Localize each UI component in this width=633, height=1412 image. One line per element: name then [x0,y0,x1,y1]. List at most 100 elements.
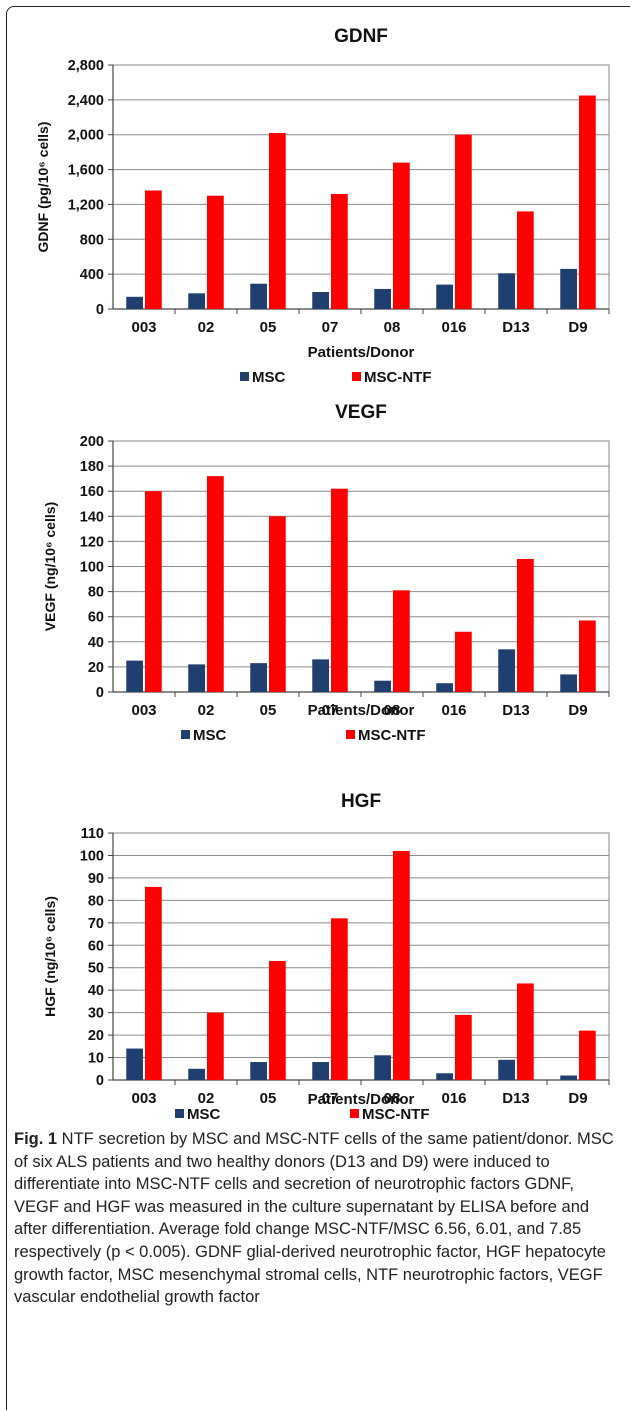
chart-1-bar-msc-ntf [145,190,162,309]
chart-2-bar-msc-ntf [145,491,162,692]
chart-1-x-tick-label: D9 [568,319,587,336]
chart-2-x-tick-label: 02 [198,702,215,719]
chart-2-x-tick-label: D9 [568,702,587,719]
chart-3-y-tick-label: 0 [96,1073,104,1089]
chart-3-x-axis-label: Patients/Donor [308,1091,415,1108]
chart-2-y-tick-label: 160 [80,484,104,500]
chart-1-y-tick-label: 1,200 [68,197,104,213]
chart-3-x-tick-label: 016 [441,1090,466,1107]
chart-3-y-tick-label: 40 [88,983,104,999]
chart-1-bar-msc-ntf [517,211,534,309]
chart-3-bar-msc [250,1062,267,1080]
chart-3-legend-label-msc: MSC [187,1106,221,1123]
chart-3-x-tick-label: 08 [384,1090,401,1107]
chart-1-x-axis-label: Patients/Donor [308,344,415,361]
figure-frame [6,6,630,1410]
chart-1-bar-msc [560,268,577,309]
chart-1-bar-msc-ntf [269,132,286,309]
chart-3-x-tick-label: D13 [502,1090,530,1107]
chart-3-y-tick-label: 80 [88,893,104,909]
chart-3-legend-swatch-msc [175,1109,184,1118]
chart-1-bar-msc-ntf [579,95,596,309]
chart-1-x-tick-label: 02 [198,319,215,336]
chart-2-legend-label-msc-ntf: MSC-NTF [358,727,426,744]
chart-3-bar-msc-ntf [331,918,348,1080]
chart-1-y-axis-label: GDNF (pg/10⁶ cells) [35,122,51,253]
chart-2-x-tick-label: 016 [441,702,466,719]
chart-3-y-tick-label: 60 [88,938,104,954]
chart-2-bar-msc-ntf [517,558,534,692]
chart-3-y-tick-label: 50 [88,961,104,977]
chart-2-bar-msc [312,659,329,692]
chart-3-bar-msc [560,1075,577,1080]
chart-3-x-tick-label: 02 [198,1090,215,1107]
chart-1-legend-label-msc: MSC [252,369,286,386]
chart-3-bar-msc [436,1073,453,1080]
chart-3-bar-msc [312,1062,329,1080]
caption-label: Fig. 1 [14,1130,58,1148]
chart-3-x-tick-label: 003 [131,1090,156,1107]
chart-1-x-tick-label: 003 [131,319,156,336]
chart-2-bar-msc [560,674,577,692]
chart-1-title: GDNF [334,26,388,47]
chart-2-y-tick-label: 60 [88,610,104,626]
chart-1-bar-msc [250,283,267,309]
chart-3-y-tick-label: 30 [88,1006,104,1022]
chart-3-legend-swatch-msc-ntf [350,1109,359,1118]
chart-3-bar-msc [498,1059,515,1080]
chart-3-y-tick-label: 90 [88,871,104,887]
chart-3-bar-msc [188,1068,205,1080]
chart-2-bar-msc [374,680,391,692]
chart-1-x-tick-label: D13 [502,319,530,336]
chart-1-x-tick-label: 05 [260,319,277,336]
chart-3-y-tick-label: 20 [88,1028,104,1044]
chart-2-y-tick-label: 120 [80,534,104,550]
chart-3-y-axis-label: HGF (ng/10⁶ cells) [42,896,58,1017]
chart-2-legend-label-msc: MSC [193,727,227,744]
chart-2-y-tick-label: 20 [88,660,104,676]
chart-1-x-tick-label: 08 [384,319,401,336]
chart-3-bar-msc [374,1055,391,1080]
chart-1-bar-msc [312,292,329,309]
chart-2-y-tick-label: 140 [80,509,104,525]
chart-2-x-tick-label: 08 [384,702,401,719]
chart-1-y-tick-label: 800 [80,232,104,248]
chart-3-bar-msc-ntf [517,983,534,1080]
chart-3-bar-msc-ntf [207,1012,224,1080]
chart-1-y-tick-label: 0 [96,302,104,318]
chart-2-bar-msc-ntf [331,488,348,692]
chart-1-x-tick-label: 016 [441,319,466,336]
chart-2-bar-msc [188,664,205,692]
chart-2-legend-swatch-msc [181,730,190,739]
chart-2-y-tick-label: 0 [96,685,104,701]
chart-1-y-tick-label: 400 [80,267,104,283]
chart-1-y-tick-label: 2,000 [68,128,104,144]
chart-1-y-tick-label: 2,800 [68,58,104,74]
chart-3-bar-msc-ntf [269,960,286,1080]
figure-caption: Fig. 1 NTF secretion by MSC and MSC-NTF … [14,1128,614,1309]
chart-2-bar-msc [498,649,515,692]
chart-2-bar-msc-ntf [393,590,410,692]
chart-2-y-tick-label: 200 [80,434,104,450]
chart-1-x-tick-label: 07 [322,319,339,336]
chart-1-y-tick-label: 1,600 [68,163,104,179]
chart-2-legend-swatch-msc-ntf [346,730,355,739]
chart-3-bar-msc-ntf [393,850,410,1080]
chart-2-y-tick-label: 100 [80,560,104,576]
chart-2-bar-msc [436,683,453,692]
chart-2-bar-msc-ntf [269,516,286,692]
chart-1-bar-msc [374,288,391,309]
chart-3-bar-msc-ntf [579,1030,596,1080]
chart-3-x-tick-label: 07 [322,1090,339,1107]
chart-2-bar-msc-ntf [455,631,472,692]
chart-3-y-tick-label: 110 [81,826,104,842]
chart-3-x-tick-label: 05 [260,1090,277,1107]
chart-2-bar-msc-ntf [207,476,224,692]
chart-3-legend-label-msc-ntf: MSC-NTF [362,1106,430,1123]
chart-3-bar-msc-ntf [455,1014,472,1080]
chart-3-x-tick-label: D9 [568,1090,587,1107]
chart-2-y-tick-label: 80 [88,585,104,601]
chart-2-x-tick-label: 07 [322,702,339,719]
chart-1-bar-msc-ntf [455,134,472,309]
